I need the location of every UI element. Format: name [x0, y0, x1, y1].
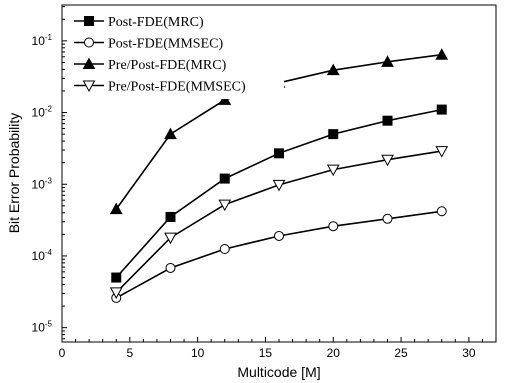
x-tick-label: 25	[394, 346, 408, 360]
legend-marker	[84, 37, 94, 48]
x-tick-label: 30	[462, 346, 476, 360]
data-point-series-1	[436, 206, 447, 217]
series-line-1	[115, 210, 442, 299]
y-tick-label: 10-4	[32, 248, 53, 263]
data-point-series-2	[326, 63, 340, 76]
series-line-0	[115, 108, 442, 279]
data-point-series-0	[219, 173, 230, 184]
y-tick-label: 10-1	[32, 33, 53, 48]
legend-label: Pre/Post-FDE(MMSEC)	[108, 80, 246, 95]
legend-label: Post-FDE(MRC)	[108, 15, 204, 30]
x-axis-title: Multicode [M]	[237, 364, 320, 380]
data-point-series-3	[164, 232, 177, 245]
x-tick-label: 10	[191, 346, 205, 360]
axis-ticks: 0 5 10 15 20 25 30 10-5 10-4 10-3 10-2 10-1	[32, 6, 497, 360]
y-tick-label: 10-2	[32, 105, 53, 120]
data-point-series-3	[381, 154, 394, 167]
data-point-series-2	[109, 202, 123, 215]
legend-marker	[84, 16, 94, 26]
data-point-series-2	[218, 93, 232, 105]
data-point-series-0	[328, 129, 339, 140]
x-tick-label: 20	[327, 346, 341, 360]
data-point-series-3	[272, 179, 286, 192]
legend-label: Pre/Post-FDE(MRC)	[108, 58, 227, 73]
legend-marker	[82, 57, 96, 69]
data-point-series-0	[274, 148, 284, 159]
data-point-series-2	[164, 127, 177, 140]
x-tick-label: 0	[59, 346, 66, 360]
y-tick-label: 10-5	[32, 320, 53, 335]
data-point-series-1	[274, 230, 284, 241]
legend-box	[70, 11, 284, 99]
legend: Post-FDE(MRC) Post-FDE(MMSEC) Pre/Post-FDE…	[70, 11, 284, 99]
data-point-series-2	[435, 48, 449, 60]
x-tick-label: 15	[259, 346, 273, 360]
legend-label: Post-FDE(MMSEC)	[108, 37, 223, 52]
x-tick-label: 5	[126, 346, 133, 360]
data-point-series-3	[326, 164, 340, 177]
data-point-series-1	[165, 262, 176, 273]
data-point-series-1	[219, 244, 230, 255]
data-point-series-0	[165, 211, 176, 222]
data-point-series-0	[111, 272, 122, 283]
legend-marker	[82, 80, 96, 93]
y-tick-label: 10-3	[32, 176, 53, 191]
data-point-series-0	[436, 104, 447, 115]
data-point-series-3	[109, 287, 123, 299]
data-point-series-2	[381, 55, 394, 67]
data-point-series-1	[328, 221, 339, 232]
data-point-series-0	[382, 115, 393, 126]
y-axis-title: Bit Error Probability	[6, 113, 22, 234]
data-point-series-3	[435, 146, 449, 158]
data-point-series-1	[382, 213, 393, 224]
data-point-series-3	[218, 199, 232, 212]
